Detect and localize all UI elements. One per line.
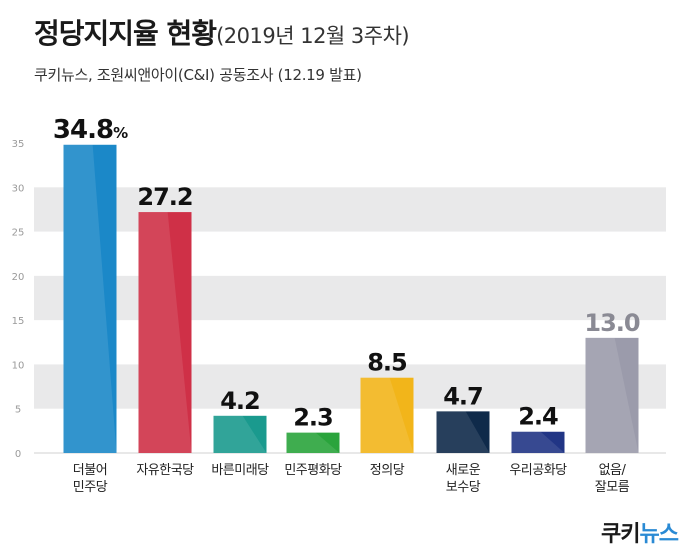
bar [63, 144, 117, 453]
bar-sheen [585, 337, 639, 453]
grid-band [34, 187, 666, 232]
category-label-line: 민주당 [73, 480, 108, 495]
y-tick-label: 35 [12, 139, 25, 150]
category-label-line: 새로운 [446, 463, 481, 478]
bar-sheen [286, 432, 340, 453]
bar-sheen [436, 411, 490, 453]
bar-sheen [63, 144, 117, 453]
category-label: 없음/잘모름 [595, 463, 630, 495]
brand-logo: 쿠키뉴스 [601, 522, 679, 547]
y-tick-label: 25 [12, 228, 25, 239]
bar-sheen [213, 415, 267, 453]
grid-bands [34, 187, 666, 454]
y-tick-label: 30 [12, 183, 25, 194]
y-tick-label: 20 [12, 272, 25, 283]
data-label: 2.3 [293, 404, 333, 432]
category-label-line: 우리공화당 [509, 463, 567, 478]
y-tick-label: 5 [15, 405, 21, 416]
category-label: 민주평화당 [284, 463, 342, 478]
bar [286, 432, 340, 453]
y-axis-ticks: 0 5 10 15 20 25 30 35 [12, 139, 25, 460]
bar [585, 337, 639, 453]
category-label-line: 정의당 [370, 463, 405, 478]
grid-band [34, 275, 666, 321]
title-block: 정당지지율 현황(2019년 12월 3주차) [34, 12, 410, 52]
y-tick-label: 10 [12, 360, 25, 371]
data-label: 34.8% [53, 115, 128, 145]
category-label-line: 바른미래당 [211, 463, 269, 478]
bar [138, 212, 192, 453]
chart-period: (2019년 12월 3주차) [216, 24, 410, 48]
bar [213, 415, 267, 453]
bar [436, 411, 490, 453]
category-label: 정의당 [370, 463, 405, 478]
bar [360, 377, 414, 453]
data-label: 27.2 [137, 183, 192, 211]
category-label: 바른미래당 [211, 463, 269, 478]
category-label-line: 민주평화당 [284, 463, 342, 478]
chart-title: 정당지지율 현황 [34, 17, 217, 50]
category-label-line: 없음/ [599, 463, 627, 478]
data-label: 2.4 [518, 403, 558, 431]
data-label: 4.2 [220, 387, 260, 415]
grid-band [34, 364, 666, 409]
bar [511, 431, 565, 453]
bar-sheen [511, 431, 565, 453]
y-tick-label: 15 [12, 316, 25, 327]
category-label-line: 더불어 [73, 463, 107, 478]
chart-subtitle: 쿠키뉴스, 조원씨앤아이(C&I) 공동조사 (12.19 발표) [34, 66, 362, 84]
y-tick-label: 0 [15, 449, 21, 460]
category-label-line: 자유한국당 [136, 463, 194, 478]
category-label-line: 보수당 [446, 480, 481, 495]
bar-sheen [138, 212, 192, 453]
data-label: 4.7 [443, 382, 483, 410]
data-label: 8.5 [367, 349, 407, 377]
category-label: 자유한국당 [136, 463, 194, 478]
bar-sheen [360, 377, 414, 453]
data-label: 13.0 [584, 309, 640, 337]
bars [63, 144, 639, 453]
data-label-unit: % [113, 124, 128, 142]
category-label-line: 잘모름 [595, 480, 630, 495]
category-label: 우리공화당 [509, 463, 567, 478]
